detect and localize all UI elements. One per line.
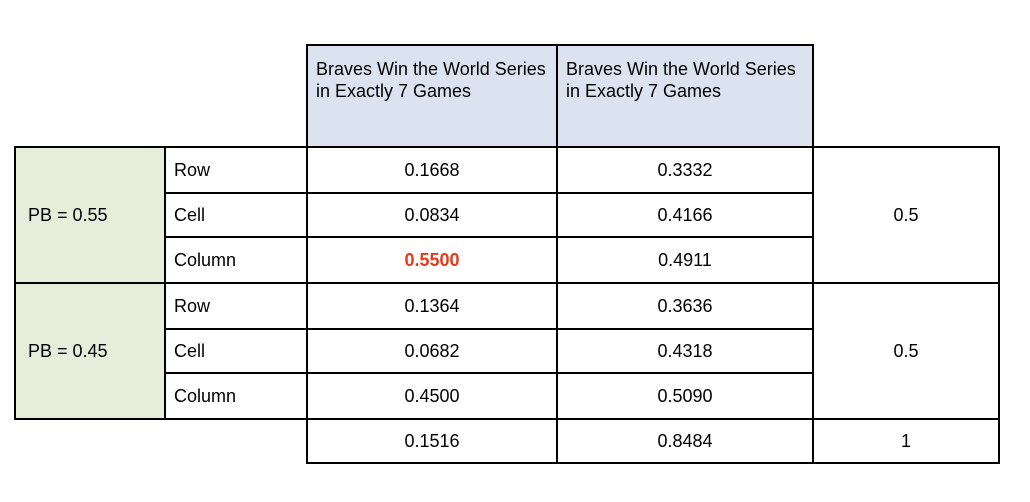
table-cell: 0.1668 (306, 146, 558, 194)
row-label: Row (164, 146, 308, 194)
row-label: Cell (164, 192, 308, 238)
highlighted-value: 0.5500 (404, 250, 460, 270)
table-cell: 0.3636 (556, 282, 814, 330)
group-total: 0.5 (812, 146, 1000, 284)
table-cell: 0.5090 (556, 372, 814, 420)
row-label: Column (164, 236, 308, 284)
row-label: Row (164, 282, 308, 330)
table-cell: 0.4166 (556, 192, 814, 238)
column-header-2: Braves Win the World Series in Exactly 7… (556, 44, 814, 148)
table-cell: 0.4500 (306, 372, 558, 420)
table-cell: 0.0834 (306, 192, 558, 238)
row-label: Column (164, 372, 308, 420)
column-header-1: Braves Win the World Series in Exactly 7… (306, 44, 558, 148)
group-total: 0.5 (812, 282, 1000, 420)
row-label: Cell (164, 328, 308, 374)
table-cell: 0.1364 (306, 282, 558, 330)
table-cell: 0.0682 (306, 328, 558, 374)
group-label-pb-045: PB = 0.45 (14, 282, 166, 420)
table-cell-highlighted: 0.5500 (306, 236, 558, 284)
table-cell: 0.4318 (556, 328, 814, 374)
total-cell: 0.1516 (306, 418, 558, 464)
table-cell: 0.4911 (556, 236, 814, 284)
grand-total-cell: 1 (812, 418, 1000, 464)
table-cell: 0.3332 (556, 146, 814, 194)
total-cell: 0.8484 (556, 418, 814, 464)
group-label-pb-055: PB = 0.55 (14, 146, 166, 284)
